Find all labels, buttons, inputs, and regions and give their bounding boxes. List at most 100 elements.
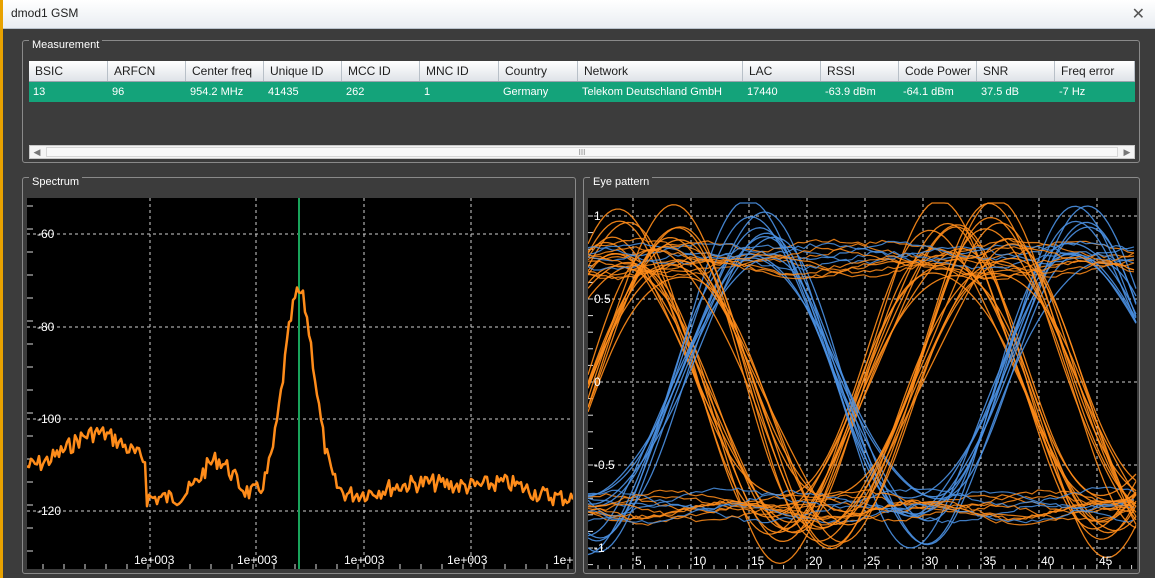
spectrum-group: Spectrum -60 -80 -100 -120 1e+003 1e+003 1e+00… xyxy=(22,176,576,574)
column-header[interactable]: MNC ID xyxy=(420,61,499,81)
column-header[interactable]: Freq error xyxy=(1055,61,1135,81)
spectrum-plot[interactable]: -60 -80 -100 -120 1e+003 1e+003 1e+003 1e+003 1e… xyxy=(27,198,573,569)
eye-pattern-plot[interactable]: 1 0.5 0 -0.5 -1 5 10 15 20 25 30 35 40 45 xyxy=(588,198,1137,569)
x-tick-label: 1e+003 xyxy=(447,553,488,567)
eye-trace-orange xyxy=(588,498,1135,520)
y-tick-label: -1 xyxy=(594,541,605,555)
column-header[interactable]: LAC xyxy=(743,61,821,81)
eye-trace-orange xyxy=(588,247,1137,530)
table-cell: -7 Hz xyxy=(1059,86,1086,98)
horizontal-scrollbar[interactable]: ◀ III ▶ xyxy=(29,145,1135,159)
eye-trace-blue xyxy=(588,503,1135,524)
eye-trace-orange xyxy=(588,222,1137,535)
eye-trace-orange xyxy=(588,246,1137,543)
table-cell: 96 xyxy=(112,86,125,98)
table-cell: -63.9 dBm xyxy=(825,86,876,98)
eye-trace-blue xyxy=(588,205,1137,553)
close-icon[interactable]: ✕ xyxy=(1131,6,1145,23)
scroll-left-icon[interactable]: ◀ xyxy=(33,147,41,157)
table-cell: Germany xyxy=(503,86,549,98)
eye-trace-orange xyxy=(588,502,1135,523)
eye-pattern-chart: 1 0.5 0 -0.5 -1 5 10 15 20 25 30 35 40 45 xyxy=(588,198,1137,569)
x-tick-label: 25 xyxy=(867,554,881,568)
column-header[interactable]: Country xyxy=(499,61,578,81)
column-header[interactable]: SNR xyxy=(977,61,1055,81)
x-tick-label: 20 xyxy=(809,554,823,568)
x-tick-label: 40 xyxy=(1041,554,1055,568)
eye-pattern-label: Eye pattern xyxy=(590,176,653,189)
eye-trace-blue xyxy=(588,216,1137,522)
y-tick-label: -120 xyxy=(37,504,61,518)
x-tick-label: 30 xyxy=(925,554,939,568)
y-tick-label: -80 xyxy=(37,320,55,334)
x-tick-label: 1e+003 xyxy=(237,553,278,567)
eye-trace-orange xyxy=(588,258,1135,280)
spectrum-label: Spectrum xyxy=(29,176,83,189)
x-tick-label: 5 xyxy=(635,554,642,568)
table-cell: Telekom Deutschland GmbH xyxy=(582,86,723,98)
x-tick-label: 1e+ xyxy=(553,553,573,567)
measurement-label: Measurement xyxy=(29,39,103,52)
eye-trace-orange xyxy=(588,216,1137,497)
measurement-table: BSIC ARFCN Center freq Unique ID MCC ID MNC I… xyxy=(29,61,1135,145)
y-tick-label: 0 xyxy=(594,375,601,389)
spectrum-trace xyxy=(27,286,573,508)
measurement-group: Measurement BSIC ARFCN Center freq Unique I… xyxy=(22,39,1140,163)
x-tick-label: 45 xyxy=(1099,554,1113,568)
column-header[interactable]: Code Power xyxy=(899,61,977,81)
eye-trace-blue xyxy=(588,250,1135,271)
eye-trace-orange xyxy=(588,202,1137,530)
column-header[interactable]: Center freq xyxy=(186,61,264,81)
column-header[interactable]: Unique ID xyxy=(264,61,342,81)
y-tick-label: -0.5 xyxy=(594,458,615,472)
scroll-grip-icon: III xyxy=(578,148,586,157)
eye-trace-orange xyxy=(588,246,1135,268)
table-cell: 262 xyxy=(346,86,365,98)
column-header[interactable]: ARFCN xyxy=(108,61,186,81)
column-header[interactable]: BSIC xyxy=(29,61,108,81)
eye-trace-orange xyxy=(588,253,1135,274)
eye-trace-blue xyxy=(588,486,1135,508)
x-tick-label: 1e+003 xyxy=(344,553,385,567)
table-cell: 13 xyxy=(33,86,46,98)
table-cell: 17440 xyxy=(747,86,778,98)
column-header[interactable]: Network xyxy=(578,61,743,81)
scroll-thumb[interactable]: III xyxy=(46,147,1118,157)
eye-pattern-group: Eye pattern 1 0.5 0 -0.5 -1 5 10 15 20 25 30 35 40 45 xyxy=(583,176,1140,574)
eye-trace-orange xyxy=(588,260,1135,281)
y-tick-label: -60 xyxy=(37,227,55,241)
eye-trace-orange xyxy=(588,237,1135,259)
spectrum-chart: -60 -80 -100 -120 1e+003 1e+003 1e+003 1e+003 1e… xyxy=(27,198,573,569)
column-header[interactable]: MCC ID xyxy=(342,61,420,81)
table-cell: 41435 xyxy=(268,86,299,98)
column-header[interactable]: RSSI xyxy=(821,61,899,81)
x-tick-label: 1e+003 xyxy=(134,553,175,567)
x-tick-label: 15 xyxy=(751,554,765,568)
eye-trace-orange xyxy=(588,489,1135,510)
eye-trace-orange xyxy=(588,222,1137,529)
table-cell: -64.1 dBm xyxy=(903,86,954,98)
x-tick-label: 35 xyxy=(983,554,997,568)
title-bar: dmod1 GSM ✕ xyxy=(3,0,1155,29)
x-tick-label: 10 xyxy=(693,554,707,568)
y-tick-label: 1 xyxy=(594,209,601,223)
eye-trace-blue xyxy=(588,240,1135,262)
table-cell: 37.5 dB xyxy=(981,86,1019,98)
eye-trace-blue xyxy=(588,226,1137,549)
eye-trace-orange xyxy=(588,220,1137,534)
eye-trace-orange xyxy=(588,204,1137,525)
y-tick-label: -100 xyxy=(37,412,61,426)
table-cell: 1 xyxy=(424,86,431,98)
table-cell: 954.2 MHz xyxy=(190,86,244,98)
eye-trace-orange xyxy=(588,226,1137,533)
eye-trace-orange xyxy=(588,243,1137,526)
eye-trace-orange xyxy=(588,241,1137,543)
window-title: dmod1 GSM xyxy=(11,6,79,20)
scroll-right-icon[interactable]: ▶ xyxy=(1123,147,1131,157)
eye-trace-orange xyxy=(588,255,1135,276)
eye-trace-orange xyxy=(588,236,1137,526)
table-row[interactable]: 13 96 954.2 MHz 41435 262 1 Germany Telekom Deu… xyxy=(29,82,1135,102)
table-header: BSIC ARFCN Center freq Unique ID MCC ID MNC I… xyxy=(29,61,1135,82)
y-tick-label: 0.5 xyxy=(594,292,611,306)
